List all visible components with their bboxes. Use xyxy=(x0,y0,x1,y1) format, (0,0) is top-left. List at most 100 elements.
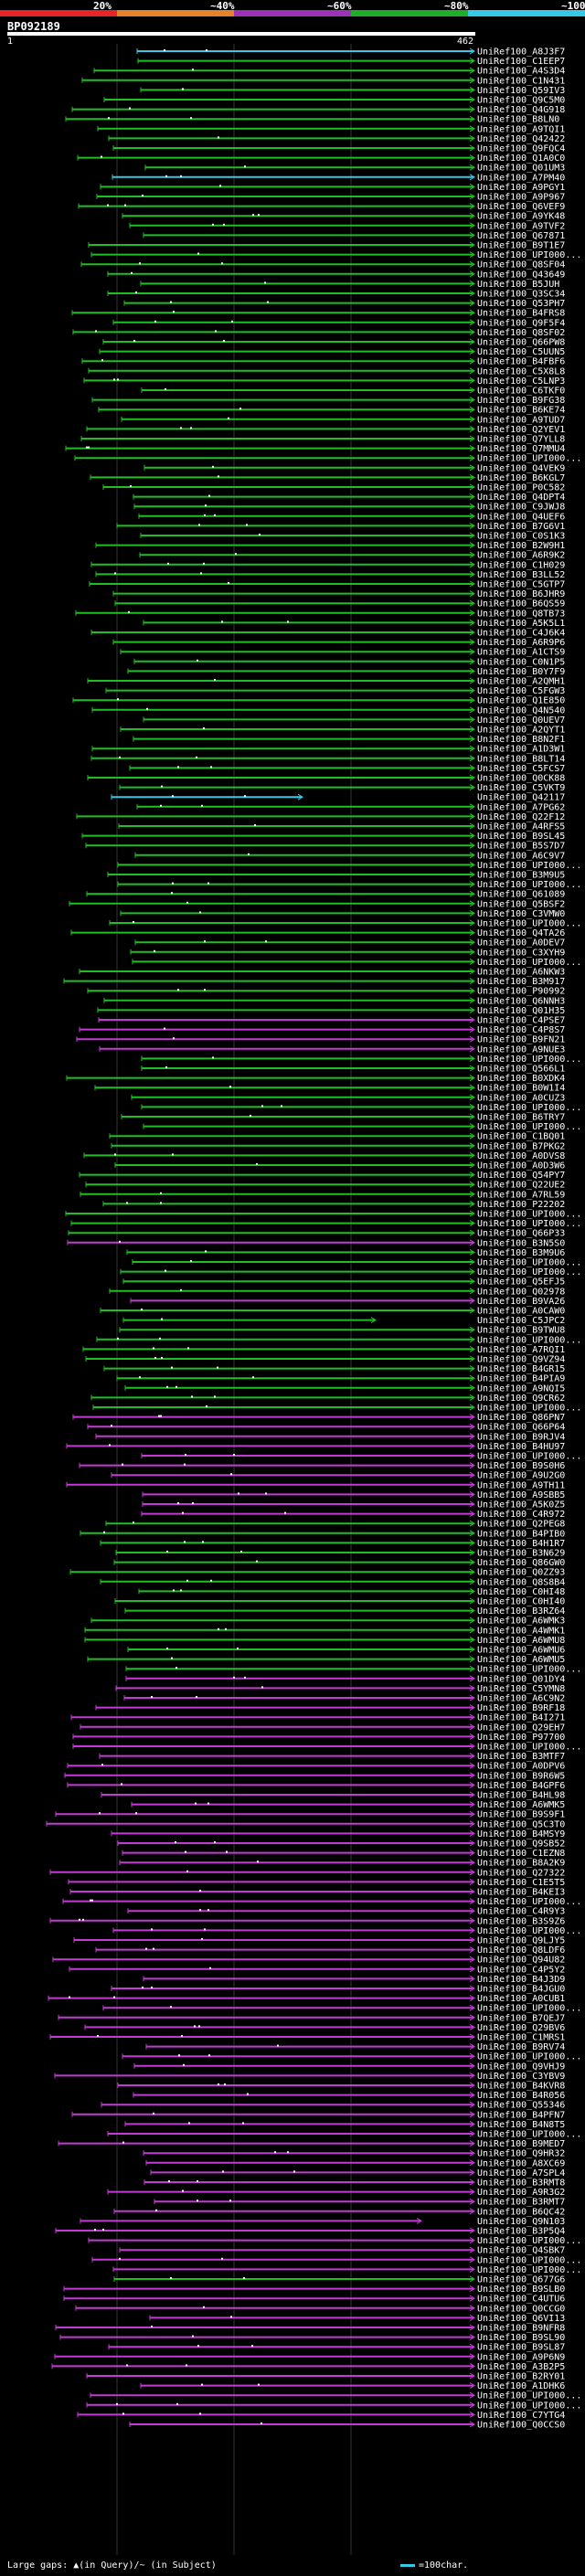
hit-row[interactable]: UniRef100_A6R9P6 xyxy=(112,638,565,648)
hit-row[interactable]: UniRef100_B4N8T5 xyxy=(124,2120,565,2130)
hit-label[interactable]: UniRef100_Q86GW0 xyxy=(477,1558,565,1568)
hit-row[interactable]: UniRef100_B3M917 xyxy=(63,977,565,987)
hit-label[interactable]: UniRef100_B9T1E7 xyxy=(477,241,565,251)
hit-label[interactable]: UniRef100_C7YTG4 xyxy=(477,2411,565,2421)
hit-row[interactable]: UniRef100_UPI000... xyxy=(112,2265,581,2275)
hit-label[interactable]: UniRef100_Q61089 xyxy=(477,890,565,900)
hit-row[interactable]: UniRef100_Q2YEV1 xyxy=(86,425,565,435)
hit-row[interactable]: UniRef100_A9U2G0 xyxy=(111,1471,565,1481)
hit-label[interactable]: UniRef100_Q4TA26 xyxy=(477,928,565,938)
hit-label[interactable]: UniRef100_A6WMK3 xyxy=(477,1617,565,1627)
hit-label[interactable]: UniRef100_C5GTP7 xyxy=(477,580,565,590)
hit-label[interactable]: UniRef100_UPI000... xyxy=(477,454,581,464)
hit-row[interactable]: UniRef100_A6WMU8 xyxy=(84,1636,565,1646)
hit-row[interactable]: UniRef100_UPI000... xyxy=(117,861,581,871)
hit-label[interactable]: UniRef100_B0Y7F9 xyxy=(477,667,565,677)
hit-row[interactable]: UniRef100_A7RQI1 xyxy=(82,1345,565,1355)
hit-row[interactable]: UniRef100_A6NKW3 xyxy=(79,968,565,978)
hit-label[interactable]: UniRef100_UPI000... xyxy=(477,1404,581,1414)
hit-row[interactable]: UniRef100_A9TUD7 xyxy=(121,415,565,425)
hit-row[interactable]: UniRef100_C4P8S7 xyxy=(79,1025,565,1035)
hit-row[interactable]: UniRef100_Q9CR62 xyxy=(90,1394,565,1404)
hit-label[interactable]: UniRef100_C0S1K3 xyxy=(477,532,565,542)
hit-row[interactable]: UniRef100_A9NUE3 xyxy=(99,1044,565,1055)
hit-row[interactable]: UniRef100_B3RMT7 xyxy=(154,2198,565,2208)
hit-label[interactable]: UniRef100_B3RMT8 xyxy=(477,2178,565,2189)
hit-row[interactable]: UniRef100_A8J3F7 xyxy=(136,48,565,58)
hit-row[interactable]: UniRef100_C4R972 xyxy=(141,1510,565,1520)
hit-label[interactable]: UniRef100_UPI000... xyxy=(477,2391,581,2401)
hit-row[interactable]: UniRef100_Q94U82 xyxy=(52,1956,565,1966)
hit-label[interactable]: UniRef100_B9SL45 xyxy=(477,832,565,842)
hit-label[interactable]: UniRef100_Q9F5F4 xyxy=(477,318,565,328)
hit-label[interactable]: UniRef100_UPI000... xyxy=(477,1743,581,1753)
hit-label[interactable]: UniRef100_B3RMT7 xyxy=(477,2198,565,2208)
hit-label[interactable]: UniRef100_Q9N103 xyxy=(477,2217,565,2227)
hit-row[interactable]: UniRef100_B3LL52 xyxy=(95,570,565,580)
hit-label[interactable]: UniRef100_Q5C3T0 xyxy=(477,1819,565,1829)
hit-row[interactable]: UniRef100_UPI000... xyxy=(109,919,581,929)
hit-label[interactable]: UniRef100_C0N1P5 xyxy=(477,657,565,667)
hit-row[interactable]: UniRef100_A2QMH1 xyxy=(87,677,565,687)
hit-row[interactable]: UniRef100_B9RJV4 xyxy=(95,1432,565,1442)
hit-row[interactable]: UniRef100_Q61089 xyxy=(86,890,565,900)
hit-row[interactable]: UniRef100_B3MTF7 xyxy=(99,1752,565,1762)
hit-label[interactable]: UniRef100_A7PG62 xyxy=(477,802,565,812)
hit-label[interactable]: UniRef100_UPI000... xyxy=(477,2236,581,2246)
hit-row[interactable]: UniRef100_Q7YLL8 xyxy=(80,435,565,445)
hit-row[interactable]: UniRef100_B0W1I4 xyxy=(94,1084,565,1094)
hit-row[interactable]: UniRef100_B4I271 xyxy=(70,1713,565,1723)
hit-row[interactable]: UniRef100_UPI000... xyxy=(143,1122,581,1132)
hit-label[interactable]: UniRef100_B6QC42 xyxy=(477,2207,565,2217)
hit-label[interactable]: UniRef100_B2W9H1 xyxy=(477,541,565,551)
hit-label[interactable]: UniRef100_A9P967 xyxy=(477,193,565,203)
hit-label[interactable]: UniRef100_B6KE74 xyxy=(477,406,565,416)
hit-label[interactable]: UniRef100_A9NQI5 xyxy=(477,1383,565,1394)
hit-label[interactable]: UniRef100_Q9VHJ9 xyxy=(477,2062,565,2072)
hit-label[interactable]: UniRef100_UPI000... xyxy=(477,1055,581,1065)
hit-label[interactable]: UniRef100_B4FBF6 xyxy=(477,357,565,367)
hit-row[interactable]: UniRef100_Q29EH7 xyxy=(80,1723,565,1733)
hit-label[interactable]: UniRef100_Q66P64 xyxy=(477,1423,565,1433)
hit-label[interactable]: UniRef100_B2RY01 xyxy=(477,2372,565,2382)
hit-row[interactable]: UniRef100_C5GTP7 xyxy=(89,580,565,590)
hit-label[interactable]: UniRef100_C1EZN8 xyxy=(477,1849,565,1859)
hit-label[interactable]: UniRef100_C4J6K4 xyxy=(477,629,565,639)
hit-label[interactable]: UniRef100_B9SL87 xyxy=(477,2343,565,2353)
hit-label[interactable]: UniRef100_B9VA26 xyxy=(477,1297,565,1307)
hit-label[interactable]: UniRef100_Q4G918 xyxy=(477,105,565,115)
hit-row[interactable]: UniRef100_A4S3D4 xyxy=(93,67,565,77)
hit-row[interactable]: UniRef100_B9T1E7 xyxy=(88,241,565,251)
hit-row[interactable]: UniRef100_C1E5T5 xyxy=(68,1878,565,1888)
hit-label[interactable]: UniRef100_C3XYH9 xyxy=(477,948,565,958)
hit-label[interactable]: UniRef100_B9S9F1 xyxy=(477,1810,565,1820)
hit-row[interactable]: UniRef100_B4FBF6 xyxy=(81,357,565,367)
hit-label[interactable]: UniRef100_A9TH11 xyxy=(477,1480,565,1490)
hit-label[interactable]: UniRef100_B4PFN7 xyxy=(477,2110,565,2120)
hit-row[interactable]: UniRef100_C5VKT9 xyxy=(119,783,565,793)
hit-row[interactable]: UniRef100_A5K5L1 xyxy=(143,619,565,629)
hit-row[interactable]: UniRef100_C3YBV9 xyxy=(54,2072,565,2082)
hit-label[interactable]: UniRef100_Q677G6 xyxy=(477,2275,565,2285)
hit-row[interactable]: UniRef100_UPI000... xyxy=(141,1055,581,1065)
hit-row[interactable]: UniRef100_A0CAW0 xyxy=(100,1307,565,1317)
hit-label[interactable]: UniRef100_Q5EFJ5 xyxy=(477,1277,565,1288)
hit-row[interactable]: UniRef100_Q86PN7 xyxy=(72,1413,565,1423)
hit-row[interactable]: UniRef100_UPI000... xyxy=(141,1452,581,1462)
hit-label[interactable]: UniRef100_B4R056 xyxy=(477,2091,565,2101)
hit-label[interactable]: UniRef100_B9SLB0 xyxy=(477,2284,565,2295)
hit-row[interactable]: UniRef100_A9R3G2 xyxy=(107,2188,565,2198)
hit-row[interactable]: UniRef100_Q7MMU4 xyxy=(65,444,565,454)
hit-row[interactable]: UniRef100_C4UTU6 xyxy=(63,2295,565,2305)
hit-row[interactable]: UniRef100_C5UUN5 xyxy=(99,347,565,357)
hit-label[interactable]: UniRef100_C1BQ01 xyxy=(477,1132,565,1142)
hit-label[interactable]: UniRef100_Q94U82 xyxy=(477,1956,565,1966)
hit-label[interactable]: UniRef100_A9TVF2 xyxy=(477,221,565,231)
hit-row[interactable]: UniRef100_Q53PH7 xyxy=(123,299,565,309)
hit-row[interactable]: UniRef100_UPI000... xyxy=(70,1219,581,1229)
hit-row[interactable]: UniRef100_Q01DY4 xyxy=(125,1674,565,1684)
hit-label[interactable]: UniRef100_Q8LDF6 xyxy=(477,1945,565,1956)
hit-label[interactable]: UniRef100_C1H029 xyxy=(477,560,565,570)
hit-label[interactable]: UniRef100_Q22UE2 xyxy=(477,1181,565,1191)
hit-label[interactable]: UniRef100_C4P5Y2 xyxy=(477,1965,565,1975)
